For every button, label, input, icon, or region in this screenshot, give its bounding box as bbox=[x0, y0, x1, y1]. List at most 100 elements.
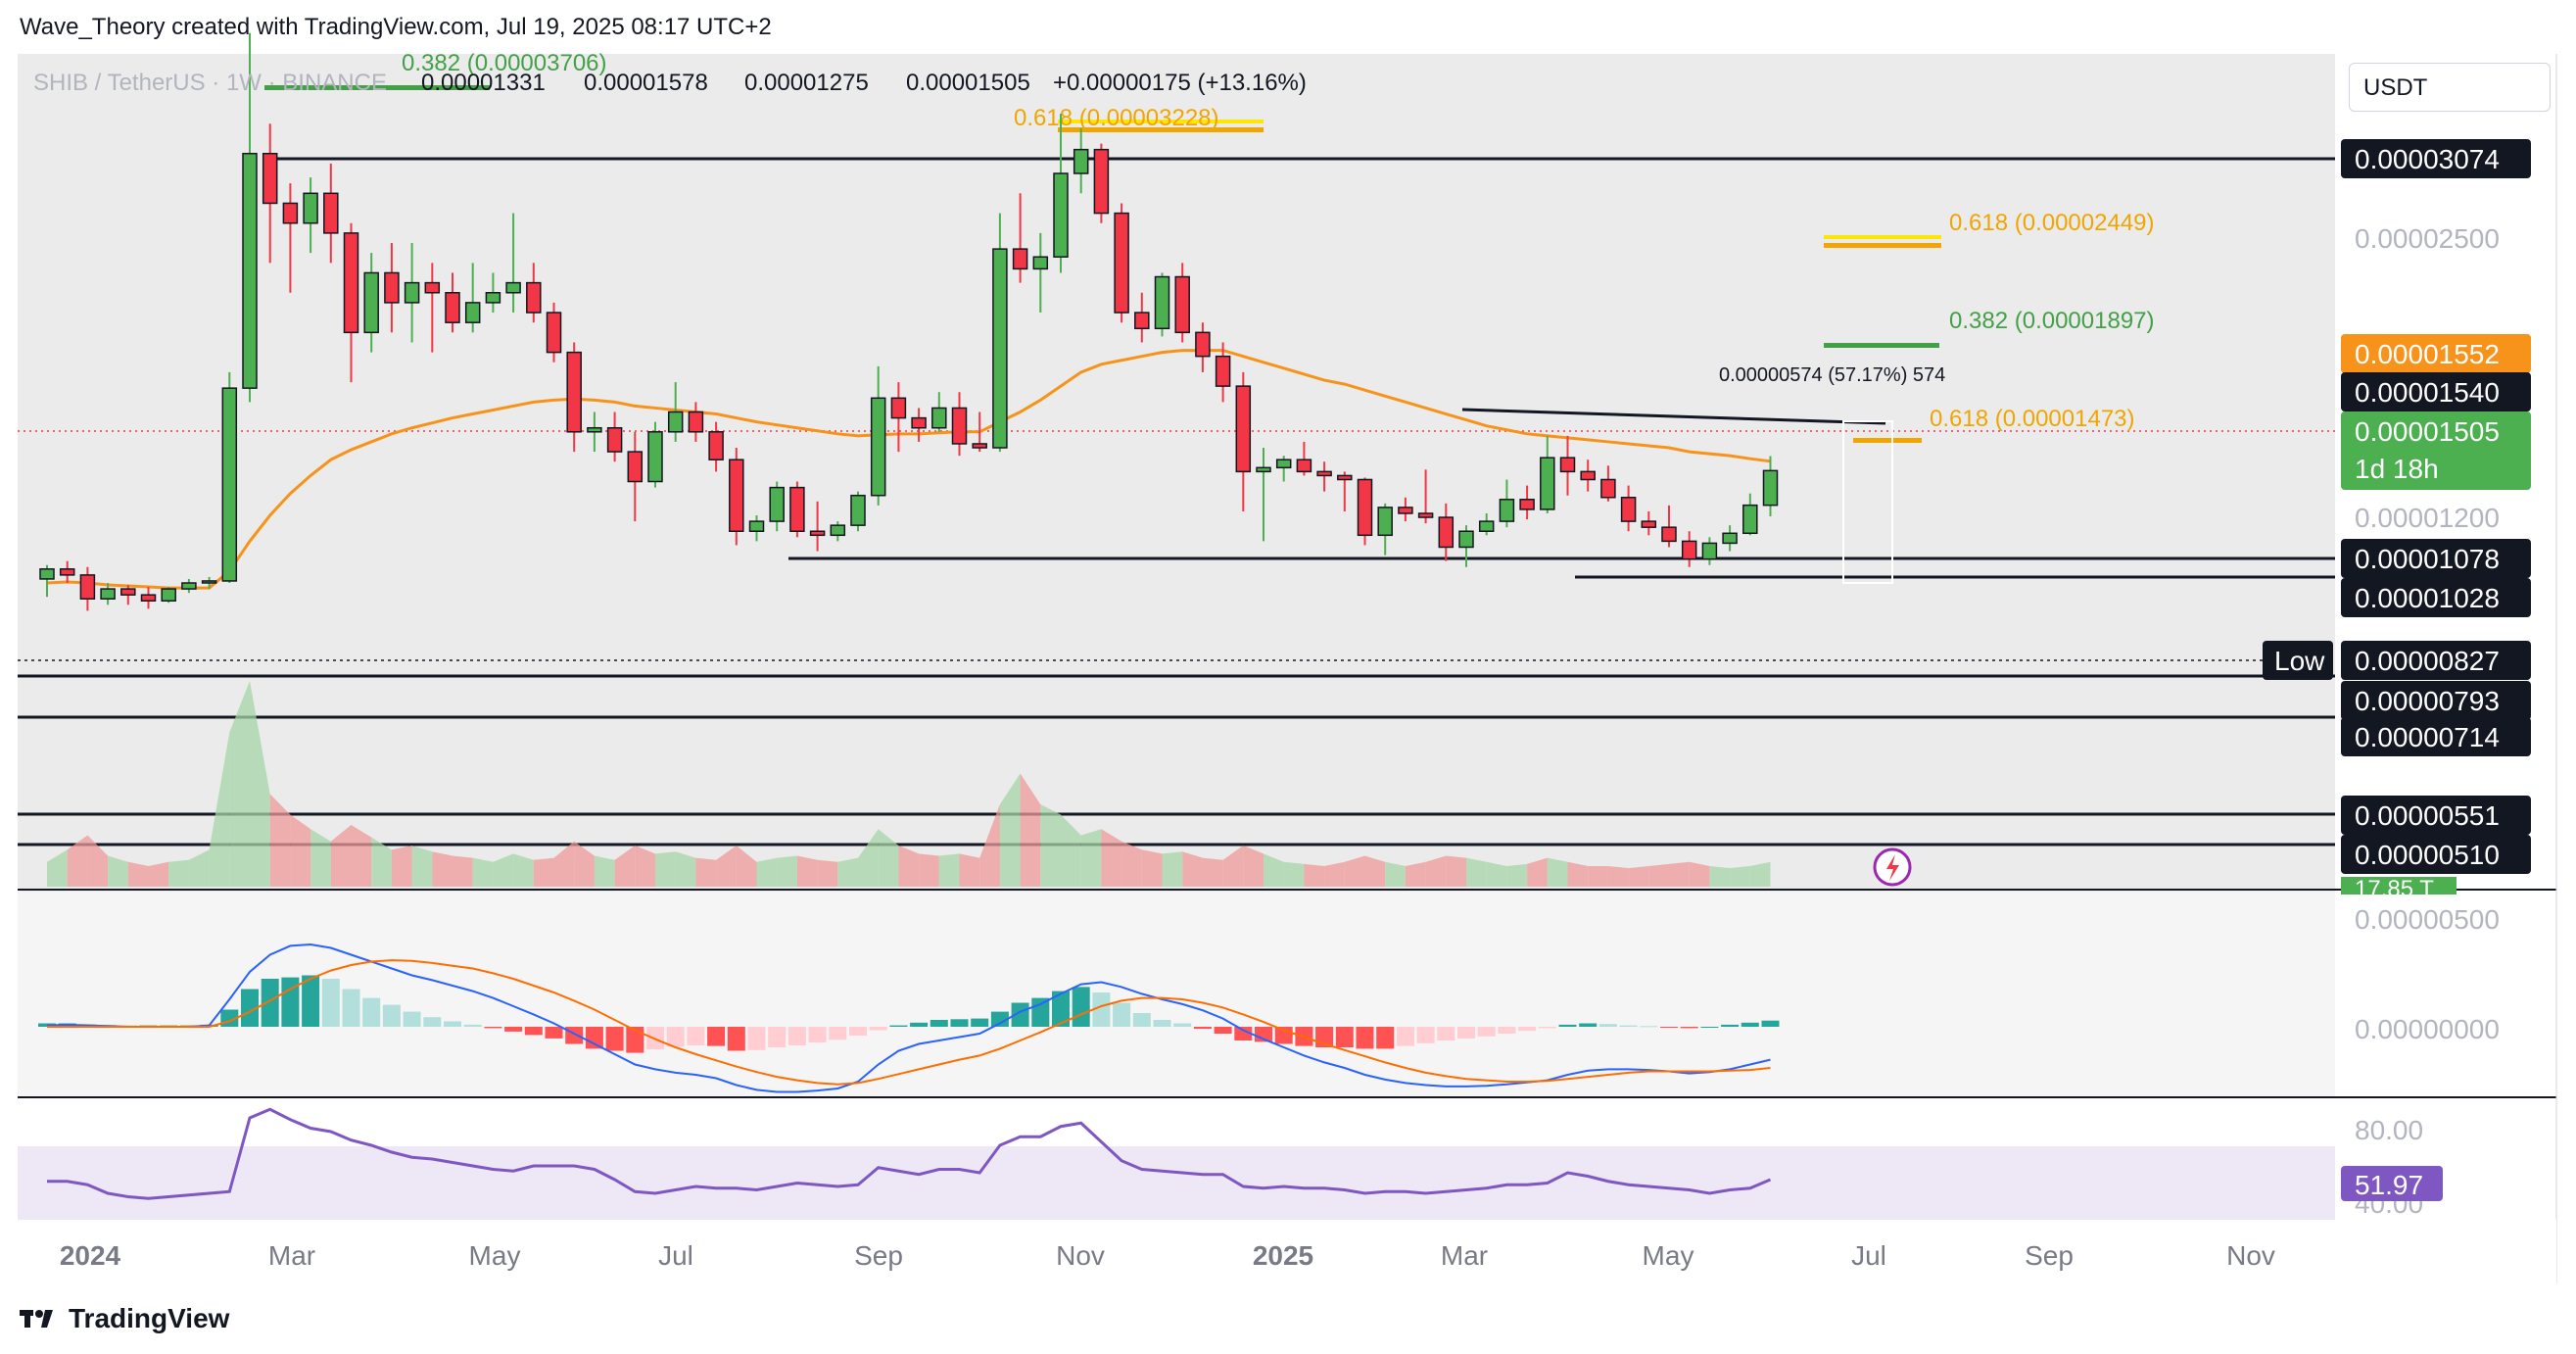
macd-histogram-bar bbox=[971, 1018, 989, 1027]
volume-area bbox=[675, 851, 696, 887]
macd-histogram-bar bbox=[382, 1004, 401, 1027]
candle-body bbox=[1417, 512, 1434, 518]
volume-area bbox=[371, 837, 392, 887]
macd-histogram-bar bbox=[1660, 1027, 1678, 1028]
candle-body bbox=[505, 281, 521, 294]
volume-area bbox=[47, 849, 68, 887]
fib-level-bar bbox=[1058, 127, 1264, 132]
ema-line bbox=[46, 349, 1771, 590]
macd-histogram-bar bbox=[1113, 1002, 1131, 1027]
candle-body bbox=[384, 271, 400, 304]
rsi-axis-tick: 80.00 bbox=[2355, 1115, 2423, 1145]
currency-selector[interactable]: USDT bbox=[2349, 63, 2551, 112]
price-tag-label: 0.00001505 bbox=[2355, 416, 2500, 447]
fib-label: 0.618 (0.00003228) bbox=[1014, 105, 1219, 131]
trendline bbox=[1461, 408, 1886, 425]
candle-body bbox=[424, 281, 441, 294]
macd-histogram-bar bbox=[362, 997, 381, 1027]
volume-area bbox=[614, 846, 636, 887]
rsi-tag bbox=[2341, 1166, 2443, 1201]
fib-level-bar bbox=[1824, 343, 1939, 348]
price-axis-tick: 0.00002500 bbox=[2355, 223, 2500, 254]
volume-area bbox=[1628, 866, 1649, 887]
macd-histogram-bar bbox=[1477, 1027, 1496, 1037]
flash-icon-bolt bbox=[1886, 854, 1899, 881]
volume-area bbox=[1304, 863, 1325, 887]
candle-body bbox=[1540, 457, 1555, 510]
volume-area bbox=[1020, 773, 1041, 887]
candle-body bbox=[140, 594, 157, 603]
tradingview-logo[interactable]: TradingView bbox=[20, 1303, 229, 1334]
price-tag-label: 0.00003074 bbox=[2355, 144, 2500, 174]
volume-area bbox=[1709, 866, 1731, 887]
candle-body bbox=[526, 281, 542, 314]
candle-body bbox=[729, 459, 744, 532]
candle-body bbox=[587, 426, 602, 433]
macd-histogram-bar bbox=[1031, 997, 1050, 1027]
macd-histogram-bar bbox=[585, 1027, 603, 1049]
volume-area bbox=[1405, 861, 1426, 887]
macd-histogram-bar bbox=[1518, 1027, 1537, 1032]
candle-body bbox=[830, 524, 846, 537]
candle-body bbox=[1357, 478, 1373, 537]
candle-body bbox=[1235, 385, 1252, 473]
candle-body bbox=[1073, 148, 1089, 174]
time-axis-label: Mar bbox=[1441, 1240, 1488, 1271]
fib-label: 0.382 (0.00003706) bbox=[402, 50, 607, 76]
volume-area bbox=[1061, 814, 1081, 887]
price-tag bbox=[2341, 411, 2531, 490]
macd-histogram-bar bbox=[1619, 1025, 1638, 1027]
volume-area bbox=[1162, 851, 1183, 887]
macd-histogram-bar bbox=[626, 1027, 644, 1053]
macd-histogram-bar bbox=[930, 1020, 948, 1027]
volume-area bbox=[1222, 846, 1244, 887]
candle-body bbox=[627, 451, 644, 483]
volume-area bbox=[1202, 857, 1223, 887]
price-tag-label: 0.00000714 bbox=[2355, 722, 2500, 752]
candle-body bbox=[911, 416, 927, 429]
macd-histogram-bar bbox=[1640, 1026, 1658, 1028]
candle-body bbox=[1377, 507, 1393, 537]
macd-histogram-bar bbox=[727, 1027, 745, 1051]
measure-box bbox=[1842, 420, 1893, 584]
macd-histogram-bar bbox=[504, 1027, 523, 1032]
candle-body bbox=[1316, 470, 1332, 477]
symbol-legend: SHIB / TetherUS · 1W · BINANCE bbox=[33, 70, 387, 96]
volume-area bbox=[1040, 804, 1061, 887]
candle-body bbox=[1174, 275, 1190, 334]
volume-area bbox=[108, 855, 128, 887]
candle-body bbox=[464, 302, 481, 323]
volume-area bbox=[513, 853, 534, 887]
candle-body bbox=[951, 407, 968, 445]
price-tag bbox=[2341, 681, 2531, 720]
macd-histogram-bar bbox=[545, 1027, 563, 1039]
volume-area bbox=[209, 732, 230, 887]
macd-histogram-bar bbox=[444, 1021, 461, 1027]
volume-area bbox=[168, 859, 189, 887]
ohlc-value: 0.00001505 bbox=[906, 70, 1030, 96]
rsi-line bbox=[47, 1107, 1772, 1200]
candle-body bbox=[1134, 312, 1150, 330]
macd-histogram-bar bbox=[1558, 1024, 1577, 1027]
macd-histogram-bar bbox=[1680, 1027, 1698, 1029]
candle-body bbox=[647, 431, 663, 483]
volume-area bbox=[1446, 855, 1466, 887]
tradingview-logo-icon bbox=[20, 1310, 53, 1328]
volume-area bbox=[1730, 866, 1750, 887]
time-axis-label: 2025 bbox=[1253, 1240, 1313, 1271]
candle-body bbox=[931, 407, 947, 429]
macd-histogram-bar bbox=[605, 1027, 624, 1051]
volume-tag bbox=[2341, 877, 2457, 895]
volume-area bbox=[1243, 846, 1264, 887]
macd-histogram-bar bbox=[910, 1022, 929, 1027]
volume-area bbox=[533, 857, 554, 887]
macd-histogram-bar bbox=[829, 1027, 847, 1040]
candle-body bbox=[303, 192, 318, 224]
fib-level-bar bbox=[1824, 235, 1941, 239]
volume-area bbox=[1567, 861, 1589, 887]
time-axis-label: Nov bbox=[1056, 1240, 1105, 1271]
macd-histogram-bar bbox=[1335, 1027, 1354, 1047]
macd-histogram-bar bbox=[787, 1027, 806, 1045]
time-axis-label: Mar bbox=[268, 1240, 315, 1271]
